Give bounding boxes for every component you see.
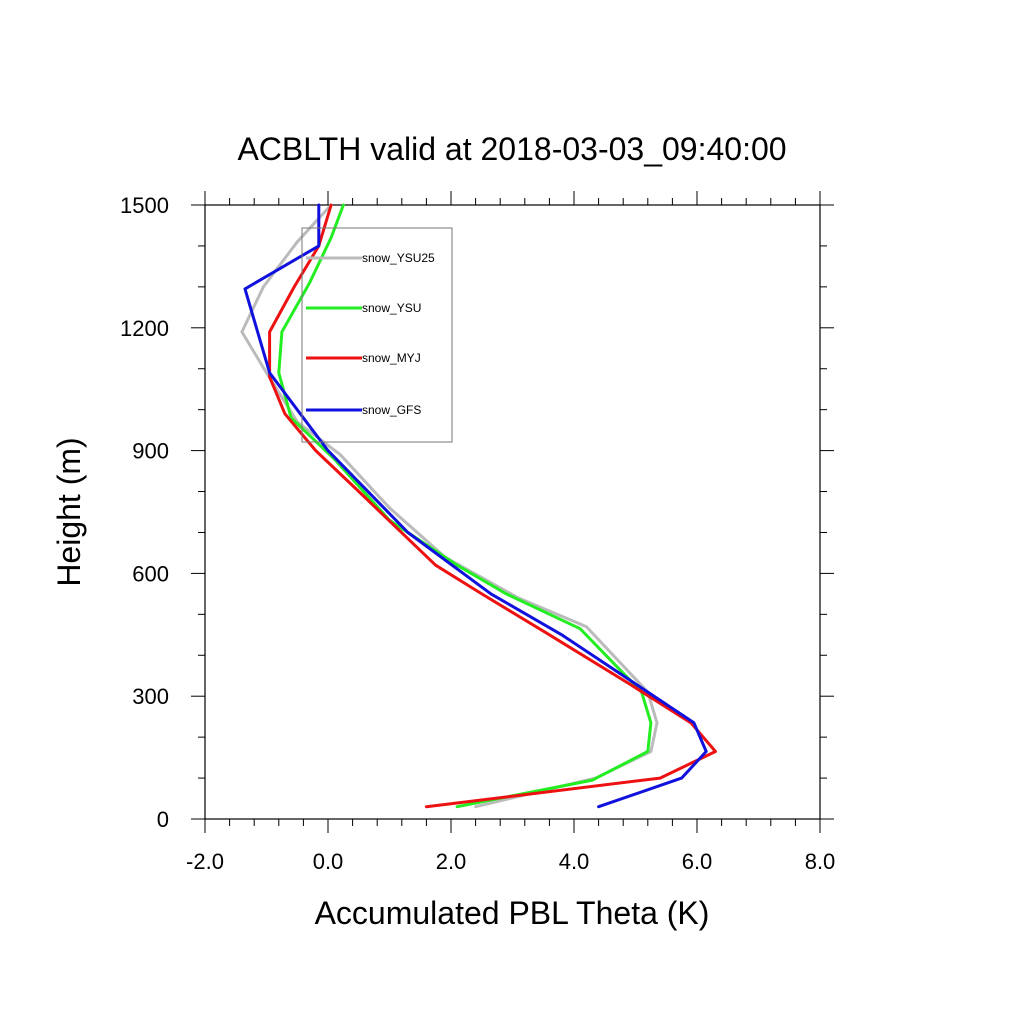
legend-box	[301, 227, 453, 443]
x-tick-label: 8.0	[805, 849, 836, 874]
y-tick-label: 1200	[120, 316, 169, 341]
x-tick-label: 4.0	[559, 849, 590, 874]
series-line-snow-ysu25	[240, 203, 659, 809]
series-line-snow-gfs	[243, 203, 708, 809]
legend-label: snow_YSU	[362, 301, 421, 315]
y-tick-label: 1500	[120, 193, 169, 218]
legend-label: snow_YSU25	[362, 251, 435, 265]
y-tick-label: 300	[132, 684, 169, 709]
axis-ticks	[191, 191, 834, 833]
legend-label: snow_GFS	[362, 403, 421, 417]
series-lines	[240, 203, 717, 809]
x-tick-label: 0.0	[313, 849, 344, 874]
legend-label: snow_MYJ	[362, 351, 421, 365]
legend: snow_YSU25 snow_YSU snow_MYJ snow_GFS	[301, 227, 453, 443]
legend-entries: snow_YSU25 snow_YSU snow_MYJ snow_GFS	[306, 251, 435, 417]
x-tick-label: 6.0	[682, 849, 713, 874]
plot-border	[204, 204, 821, 820]
x-tick-label: -2.0	[186, 849, 224, 874]
x-axis-label: Accumulated PBL Theta (K)	[315, 895, 710, 931]
x-tick-label: 2.0	[436, 849, 467, 874]
y-tick-label: 600	[132, 561, 169, 586]
y-tick-label: 0	[157, 807, 169, 832]
y-axis-label: Height (m)	[51, 437, 87, 586]
tick-labels: -2.0 0.0 2.0 4.0 6.0 8.0 0 300 600 900 1200 1500	[120, 193, 835, 874]
series-line-snow-myj	[268, 203, 717, 809]
y-tick-label: 900	[132, 439, 169, 464]
chart-title: ACBLTH valid at 2018-03-03_09:40:00	[237, 131, 786, 167]
plot-frame	[204, 204, 821, 820]
